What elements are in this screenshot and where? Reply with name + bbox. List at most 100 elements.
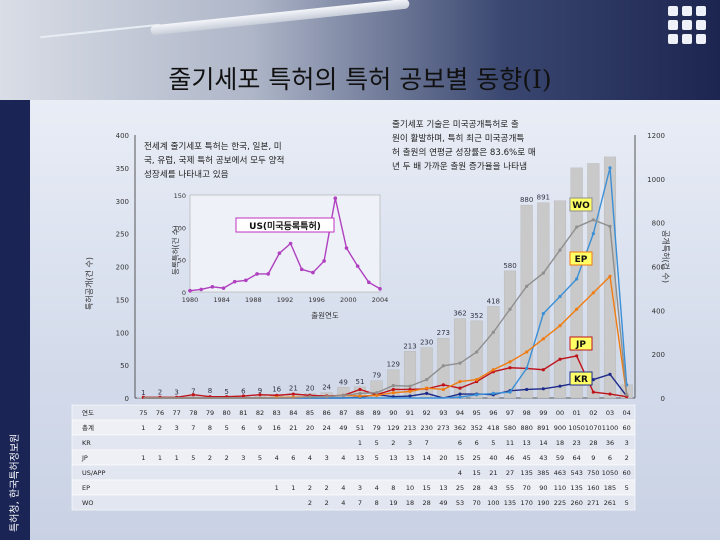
- bar-value-label: 51: [356, 378, 365, 386]
- right-tick-label: 0: [661, 395, 665, 403]
- table-cell: 5: [258, 454, 262, 462]
- table-row-header: JP: [81, 454, 88, 462]
- series-point: [375, 391, 379, 395]
- bar-value-label: 580: [503, 262, 516, 270]
- inset-point: [255, 272, 259, 276]
- table-cell: 60: [623, 424, 631, 432]
- table-cell: 98: [523, 409, 531, 417]
- table-cell: 4: [275, 454, 279, 462]
- bar-value-label: 880: [520, 196, 533, 204]
- table-cell: 8: [208, 424, 212, 432]
- total-bar: [470, 320, 483, 399]
- inset-title: US(미국등록특허): [249, 220, 321, 232]
- inset-y-label: 등록특허(건 수): [170, 225, 180, 275]
- series-point: [508, 366, 512, 370]
- series-point: [441, 364, 445, 368]
- table-cell: 362: [454, 424, 466, 432]
- note-left-line: 성장세를 나타내고 있음: [144, 170, 229, 180]
- table-cell: 99: [539, 409, 547, 417]
- right-tick-label: 1200: [647, 132, 665, 140]
- left-tick-label: 100: [116, 329, 129, 337]
- table-cell: 90: [539, 484, 547, 492]
- total-bar: [487, 306, 500, 399]
- table-cell: 21: [289, 424, 297, 432]
- table-cell: 880: [520, 424, 532, 432]
- series-tag-ep: EP: [575, 255, 588, 265]
- table-cell: 64: [573, 454, 581, 462]
- table-cell: 9: [258, 424, 262, 432]
- inset-y-tick: 0: [182, 289, 186, 297]
- series-point: [441, 387, 445, 392]
- table-cell: 13: [389, 454, 397, 462]
- total-bar: [570, 167, 583, 399]
- inset-x-tick: 1988: [245, 296, 262, 304]
- table-cell: 4: [308, 454, 312, 462]
- bar-value-label: 230: [420, 339, 433, 347]
- table-cell: 1050: [602, 469, 619, 477]
- table-cell: 13: [523, 439, 531, 447]
- left-tick-label: 300: [116, 198, 129, 206]
- table-cell: 24: [323, 424, 331, 432]
- bar-value-label: 213: [403, 342, 416, 350]
- table-cell: 16: [273, 424, 281, 432]
- table-cell: 213: [404, 424, 416, 432]
- note-left-line: 전세계 줄기세포 특허는 한국, 일본, 미: [144, 142, 282, 152]
- inset-point: [311, 270, 315, 275]
- table-cell: 18: [406, 499, 414, 507]
- series-point: [575, 225, 579, 229]
- bar-value-label: 2: [158, 389, 162, 397]
- left-tick-label: 400: [116, 132, 129, 140]
- table-cell: 6: [458, 439, 462, 447]
- table-cell: 28: [589, 439, 597, 447]
- table-cell: 02: [589, 409, 597, 417]
- series-point: [575, 277, 579, 281]
- table-cell: 170: [520, 499, 532, 507]
- bar-value-label: 16: [272, 385, 281, 393]
- series-point: [425, 377, 429, 382]
- table-cell: 14: [539, 439, 547, 447]
- series-point: [525, 350, 529, 354]
- table-cell: 80: [223, 409, 231, 417]
- inset-point: [210, 285, 215, 289]
- series-point: [458, 379, 462, 384]
- table-row-header: EP: [82, 484, 90, 492]
- left-tick-label: 350: [116, 165, 129, 173]
- table-cell: 14: [423, 454, 431, 462]
- table-cell: 1: [291, 484, 295, 492]
- series-point: [408, 394, 412, 398]
- total-bar: [587, 163, 600, 399]
- table-cell: 3: [325, 454, 329, 462]
- table-cell: 59: [556, 454, 564, 462]
- bar-value-label: 891: [537, 194, 550, 202]
- table-cell: 6: [608, 454, 612, 462]
- table-cell: 1: [358, 439, 362, 447]
- series-point: [591, 232, 595, 236]
- table-cell: 20: [306, 424, 314, 432]
- note-left: 전세계 줄기세포 특허는 한국, 일본, 미 국, 유럽, 국제 특허 공보에서…: [144, 140, 334, 182]
- right-tick-label: 400: [652, 307, 665, 315]
- table-cell: 9: [591, 454, 595, 462]
- table-cell: 60: [623, 469, 631, 477]
- table-cell: 2: [308, 484, 312, 492]
- table-cell: 8: [391, 484, 395, 492]
- table-cell: 2: [391, 439, 395, 447]
- table-cell: 10: [406, 484, 414, 492]
- table-cell: 185: [604, 484, 616, 492]
- table-cell: 1: [141, 454, 145, 462]
- series-point: [425, 391, 429, 395]
- table-cell: 97: [506, 409, 514, 417]
- table-cell: 92: [423, 409, 431, 417]
- series-point: [508, 307, 512, 311]
- series-point: [458, 386, 462, 390]
- series-tag-box: [569, 251, 593, 266]
- series-point: [358, 391, 362, 395]
- series-point: [558, 384, 562, 388]
- inset-x-label: 출원연도: [311, 310, 339, 320]
- series-point: [408, 389, 412, 394]
- total-bar: [520, 204, 533, 399]
- inset-point: [288, 241, 293, 246]
- series-point: [375, 393, 379, 397]
- table-cell: 135: [570, 484, 582, 492]
- table-cell: 82: [256, 409, 264, 417]
